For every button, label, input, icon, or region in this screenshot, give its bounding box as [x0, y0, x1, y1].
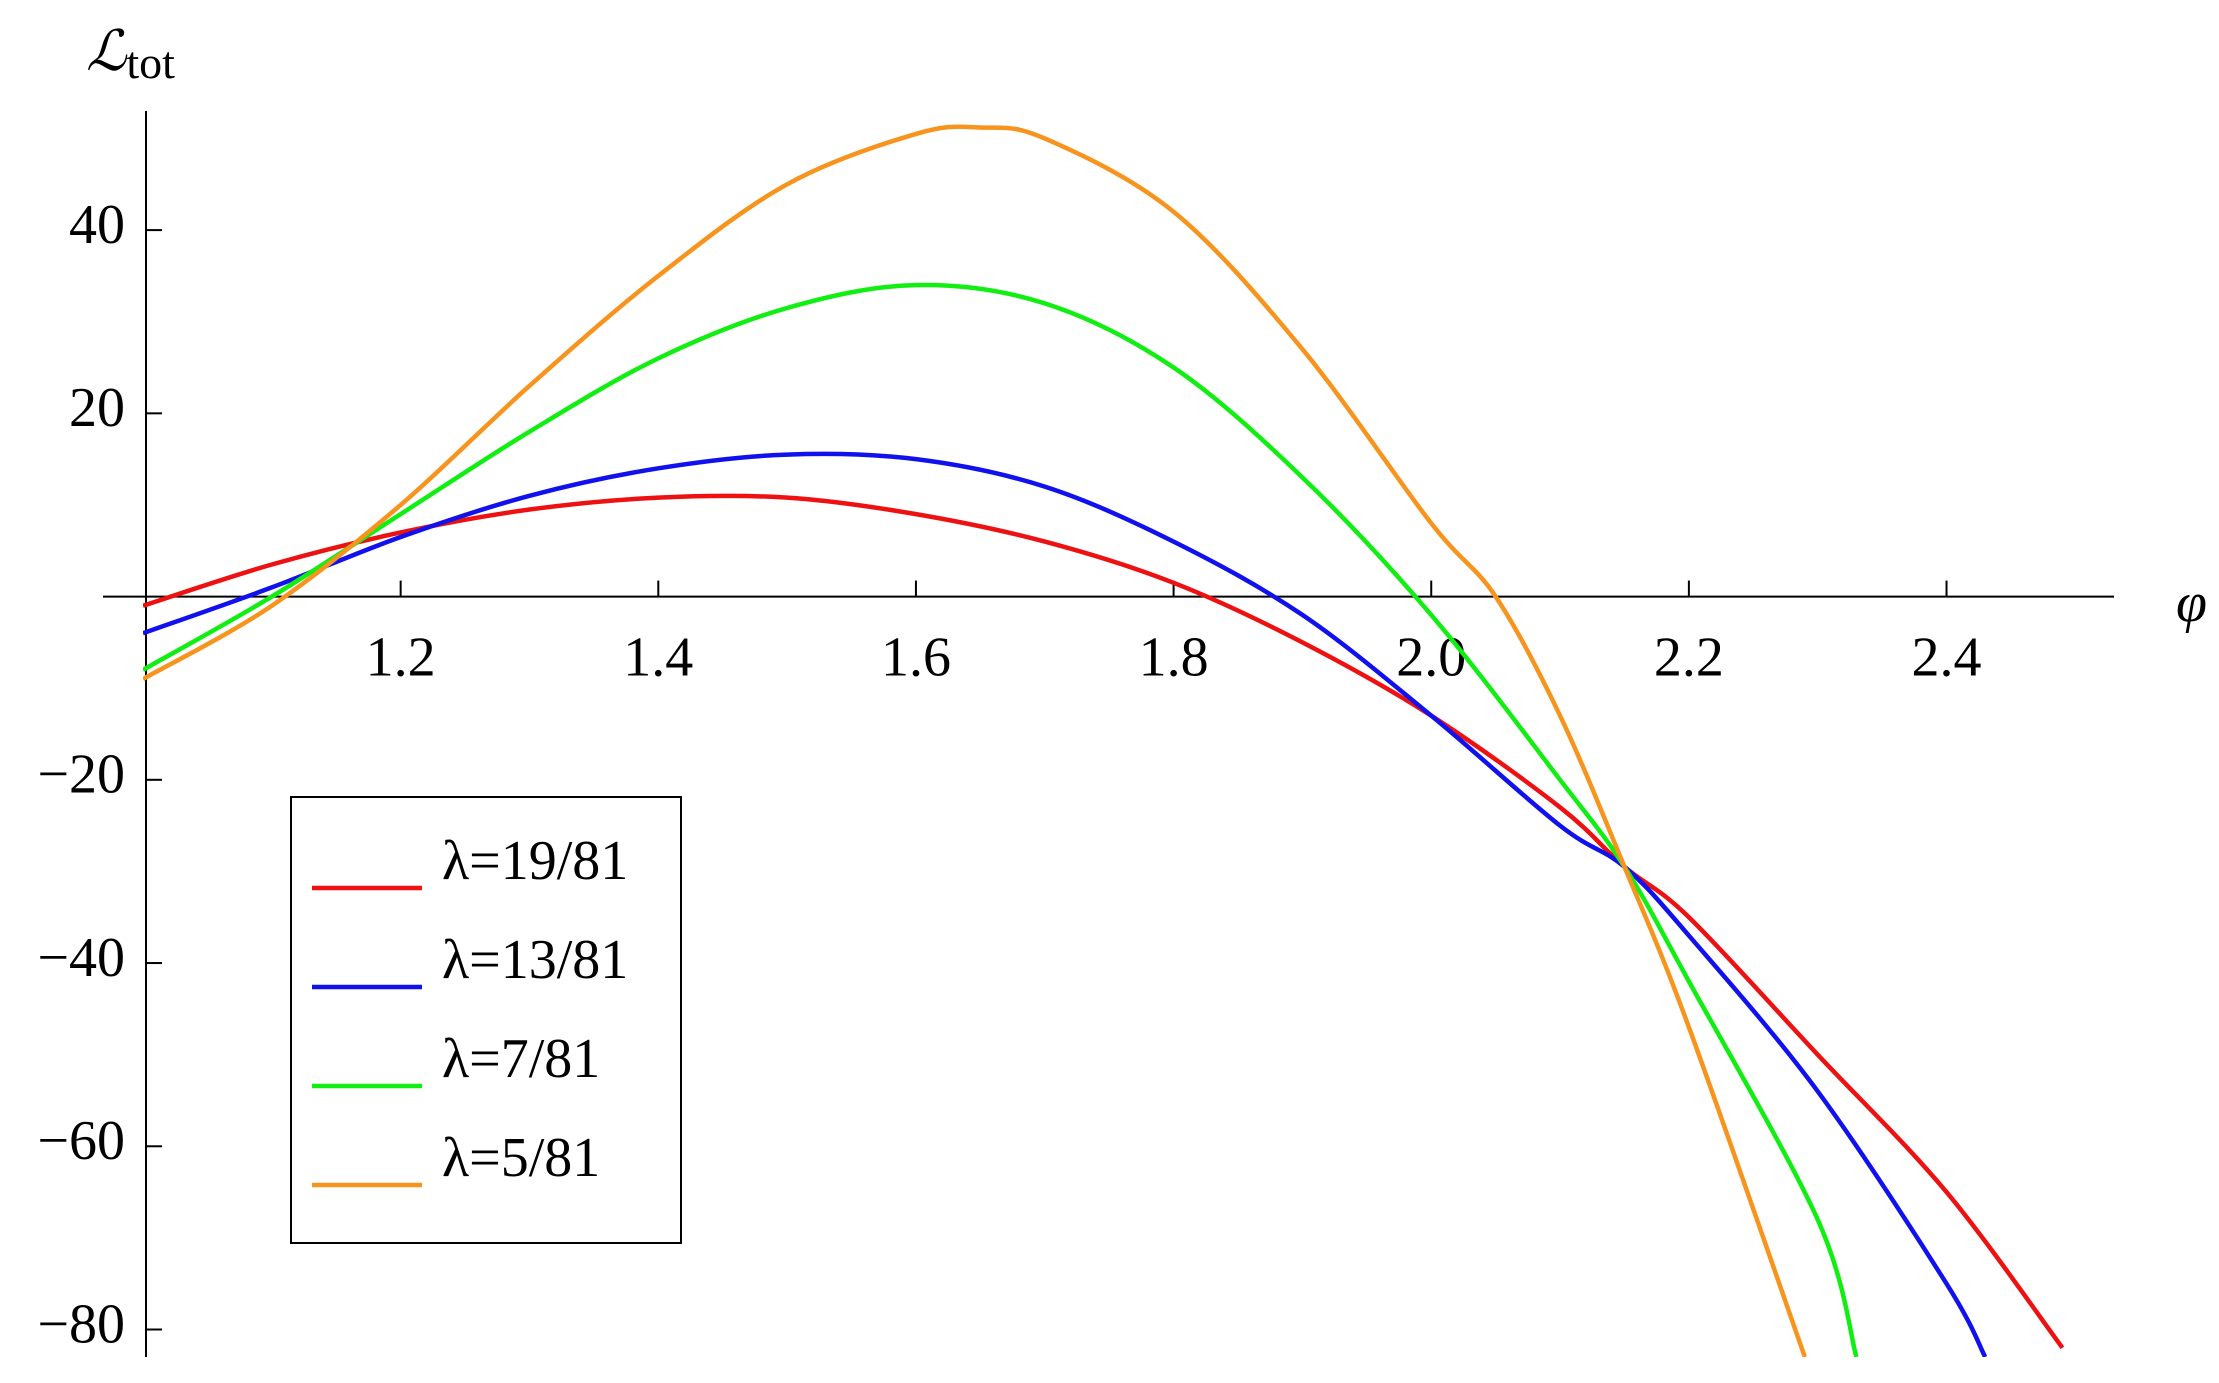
x-tick-label: 1.2 [366, 626, 436, 688]
x-axis-label: φ [2176, 572, 2207, 634]
y-tick-label: 40 [69, 194, 125, 256]
series-line [143, 124, 1807, 1357]
series-line [143, 493, 2065, 1350]
y-axis-label-sub: tot [126, 37, 175, 88]
y-tick-label: −80 [37, 1293, 125, 1355]
legend-label: λ=5/81 [442, 1127, 600, 1189]
legend-label: λ=13/81 [442, 929, 628, 991]
y-tick-label: −20 [37, 744, 125, 806]
y-tick-label: −60 [37, 1110, 125, 1172]
y-tick-label: −40 [37, 927, 125, 989]
legend-label: λ=7/81 [442, 1028, 600, 1090]
series-line [143, 451, 1988, 1357]
series-line [143, 282, 1859, 1357]
x-tick-label: 2.4 [1912, 626, 1982, 688]
x-tick-label: 1.6 [881, 626, 951, 688]
legend-label: λ=19/81 [442, 830, 628, 892]
y-axis-label-main: ℒ [86, 21, 128, 83]
y-tick-label: 20 [69, 377, 125, 439]
legend-box [290, 796, 682, 1244]
x-tick-label: 1.4 [623, 626, 693, 688]
plot-area [143, 124, 2065, 1357]
x-tick-label: 1.8 [1139, 626, 1209, 688]
x-tick-label: 2.0 [1396, 626, 1466, 688]
y-axis-label: ℒtot [86, 21, 175, 88]
x-tick-label: 2.2 [1654, 626, 1724, 688]
